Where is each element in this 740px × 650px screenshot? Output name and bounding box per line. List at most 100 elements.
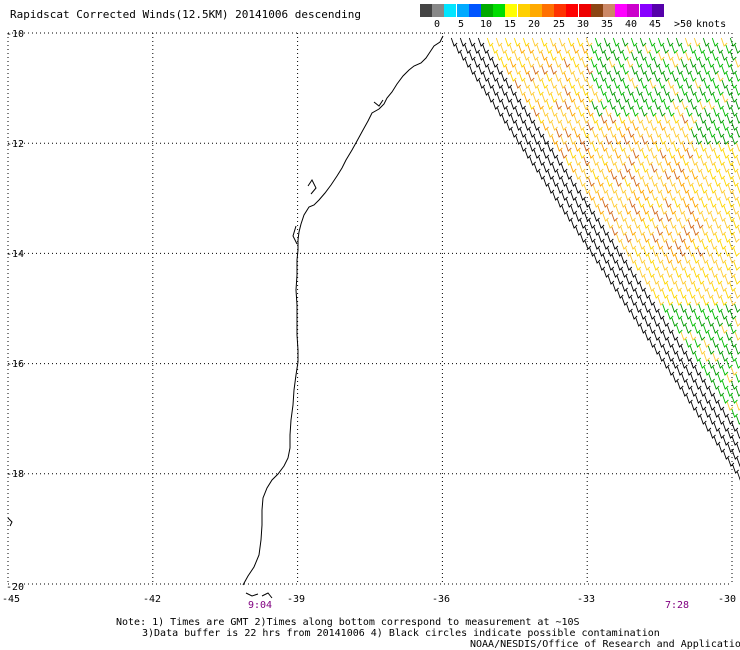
wind-barb [611,254,619,264]
wind-barb [616,233,623,243]
wind-barb [724,261,732,271]
wind-barb [657,268,664,278]
wind-barb [593,240,601,250]
wind-barb [671,345,679,355]
wind-barb [648,37,656,47]
wind-barb [600,100,607,110]
wind-barb [645,86,652,96]
wind-barb [631,51,638,61]
wind-barb [572,58,580,68]
wind-barb [672,373,679,383]
wind-barb [688,233,695,243]
wind-barb [579,219,587,229]
lon-label-30: -30 [718,594,736,605]
wind-barb [710,240,718,250]
wind-barb [672,86,679,96]
wind-barb [574,142,581,152]
note-line-3: NOAA/NESDIS/Office of Research and Appli… [470,639,740,650]
wind-barb [667,93,675,103]
wind-barb [692,212,699,222]
wind-barb [625,289,633,299]
wind-barb [706,275,714,285]
wind-barb [602,254,610,264]
wind-barb [601,184,609,194]
wind-barb [688,247,695,257]
wind-barb [629,226,637,236]
wind-barb [584,212,591,222]
wind-barb [703,324,710,334]
wind-barb [545,72,553,82]
wind-barb [515,135,523,145]
wind-barb [594,37,602,47]
wind-barb [612,268,619,278]
wind-barb [693,37,701,47]
wind-barb [608,72,616,82]
wind-barb [730,79,738,89]
wind-barb [718,184,726,194]
wind-barb [527,44,535,54]
wind-barb [725,345,733,355]
wind-barb [702,310,710,320]
wind-barb [712,65,719,75]
wind-barb [723,205,731,215]
wind-barb [625,275,633,285]
wind-barb [699,359,706,369]
wind-barb [638,254,646,264]
wind-barb [618,128,626,138]
wind-barb [649,338,656,348]
wind-barb [583,156,590,166]
wind-barb [624,205,632,215]
wind-barb [661,261,669,271]
wind-barb [555,86,562,96]
legend-swatch [493,4,506,17]
wind-barb [679,275,687,285]
wind-barb [513,37,521,47]
wind-barb [672,128,680,138]
wind-barb [561,205,569,215]
wind-barb [645,114,653,124]
wind-barb [546,100,553,110]
legend-swatch [456,4,469,17]
wind-barb [546,114,554,124]
wind-barb [607,261,615,271]
wind-barb [647,226,655,236]
wind-barb [690,359,697,369]
wind-barb [606,191,613,201]
wind-barb [682,142,689,152]
wind-barb [705,205,713,215]
wind-barb [631,79,639,89]
wind-barb [709,429,716,439]
wind-barb [587,163,595,173]
wind-barb [635,303,642,313]
wind-barb [736,198,740,208]
wind-barb [703,366,711,376]
wind-barb [664,142,671,152]
wind-barb [661,233,668,243]
wind-barb [718,198,726,208]
wind-barb [570,191,577,201]
wind-barb [632,163,640,173]
wind-barb [656,226,664,236]
wind-barb [661,275,669,285]
wind-barb [613,51,620,61]
wind-barb [686,149,694,159]
wind-barb [634,289,642,299]
wind-barb [668,135,676,145]
wind-barb [605,121,612,131]
lat-label-16: -16 [6,359,24,370]
wind-barb [538,142,545,152]
wind-barb [710,212,717,222]
wind-barb [610,142,617,152]
wind-barb [726,114,734,124]
wind-barb [584,226,592,236]
wind-barb [616,275,624,285]
wind-barb [529,142,536,152]
wind-barb [561,191,568,201]
wind-barb [614,135,622,145]
wind-barb [700,415,707,425]
lat-label-12: -12 [6,139,24,150]
wind-barb [693,310,701,320]
wind-barb [727,142,734,152]
wind-barb [638,240,646,250]
wind-barb [660,191,667,201]
